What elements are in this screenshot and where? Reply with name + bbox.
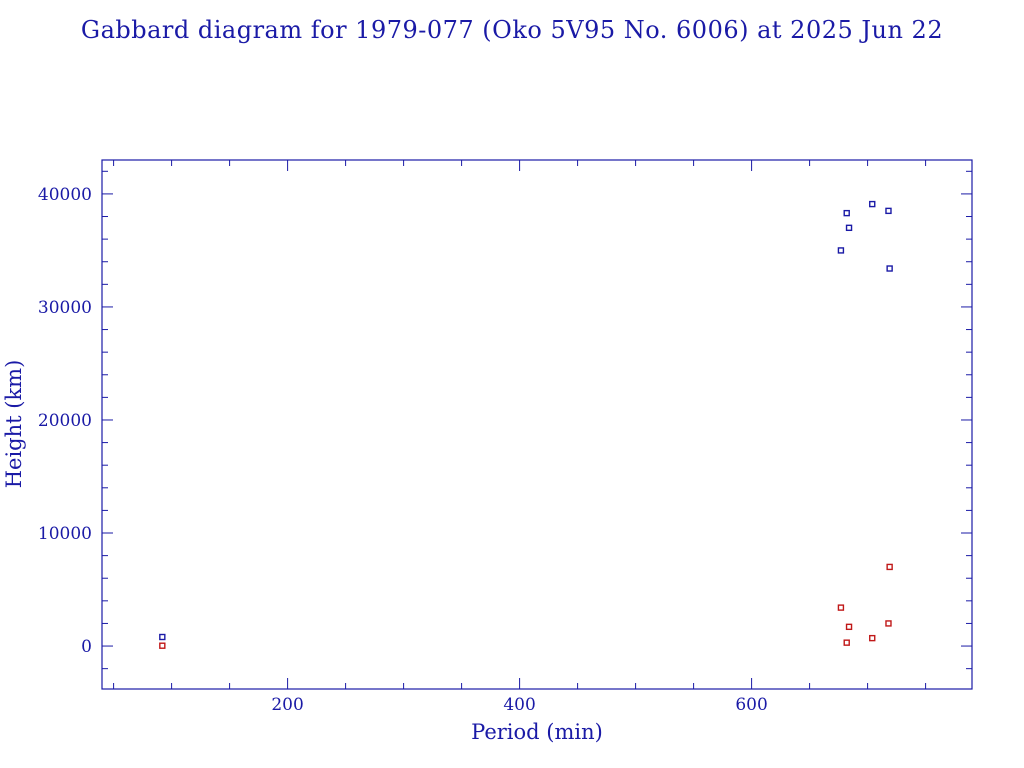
data-point bbox=[843, 209, 850, 217]
x-tick-label: 400 bbox=[503, 695, 535, 715]
data-point bbox=[869, 200, 876, 208]
plot-frame bbox=[101, 159, 973, 690]
x-axis-label: Period (min) bbox=[471, 720, 603, 744]
x-tick-label: 200 bbox=[271, 695, 303, 715]
y-tick-label: 20000 bbox=[38, 411, 92, 431]
tick-labels: 200 400 600 0 10000 20000 30000 40000 bbox=[38, 185, 768, 715]
data-points bbox=[159, 200, 893, 649]
data-point bbox=[159, 633, 166, 641]
chart-title: Gabbard diagram for 1979-077 (Oko 5V95 N… bbox=[81, 16, 943, 44]
data-point bbox=[869, 634, 876, 642]
data-point bbox=[159, 642, 166, 649]
x-tick-label: 600 bbox=[735, 695, 767, 715]
data-point bbox=[845, 623, 853, 631]
y-tick-label: 0 bbox=[81, 637, 92, 657]
data-point bbox=[886, 265, 893, 272]
data-point bbox=[843, 639, 850, 646]
data-point bbox=[845, 224, 853, 232]
y-tick-label: 40000 bbox=[38, 185, 92, 205]
data-point bbox=[837, 247, 845, 254]
data-point bbox=[837, 604, 845, 611]
y-axis-label: Height (km) bbox=[2, 360, 26, 489]
data-point bbox=[886, 563, 893, 571]
data-point bbox=[885, 620, 892, 627]
data-point bbox=[885, 207, 892, 215]
y-tick-label: 10000 bbox=[38, 524, 92, 544]
axis-ticks bbox=[102, 160, 972, 689]
y-tick-label: 30000 bbox=[38, 298, 92, 318]
